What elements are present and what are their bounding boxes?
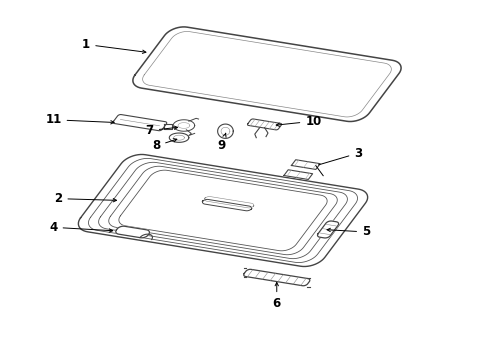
Text: 1: 1 bbox=[82, 38, 146, 53]
Polygon shape bbox=[292, 160, 320, 170]
Polygon shape bbox=[218, 124, 233, 138]
Text: 6: 6 bbox=[272, 283, 281, 310]
Polygon shape bbox=[164, 124, 171, 130]
Text: 8: 8 bbox=[152, 139, 177, 152]
Polygon shape bbox=[202, 199, 252, 211]
Polygon shape bbox=[247, 119, 282, 130]
Text: 11: 11 bbox=[46, 113, 114, 126]
Text: 9: 9 bbox=[218, 133, 226, 152]
Polygon shape bbox=[170, 133, 189, 142]
Text: 10: 10 bbox=[276, 115, 321, 128]
Polygon shape bbox=[284, 170, 313, 180]
Polygon shape bbox=[113, 114, 167, 131]
Polygon shape bbox=[133, 27, 401, 121]
Text: 3: 3 bbox=[318, 147, 363, 165]
Text: 5: 5 bbox=[327, 225, 370, 238]
Polygon shape bbox=[116, 226, 149, 238]
Text: 2: 2 bbox=[54, 192, 117, 205]
Polygon shape bbox=[244, 269, 310, 286]
Polygon shape bbox=[78, 154, 368, 266]
Text: 7: 7 bbox=[146, 124, 178, 137]
Polygon shape bbox=[173, 120, 195, 131]
Text: 4: 4 bbox=[49, 221, 113, 234]
Polygon shape bbox=[318, 221, 339, 238]
